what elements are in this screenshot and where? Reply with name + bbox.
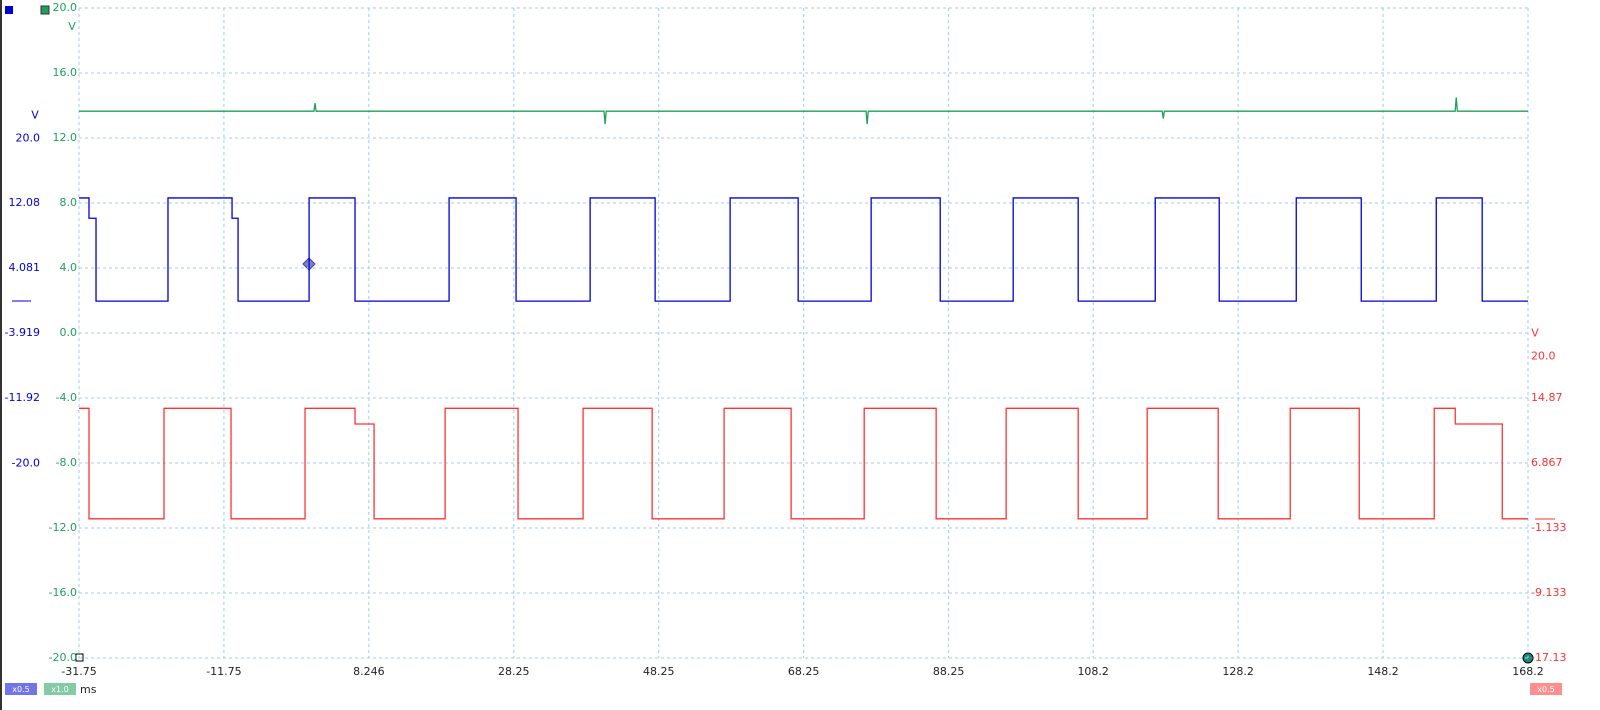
unit-label: V [1531,326,1539,339]
trace-line [79,97,1528,125]
y-tick-label: 12.0 [53,131,78,144]
channel-marker-blue[interactable] [5,6,13,14]
x-tick-label: 148.2 [1367,665,1399,678]
y-tick-label: 6.867 [1531,456,1563,469]
y-tick-label: 12.08 [9,196,41,209]
y-tick-label: -3.919 [5,326,40,339]
x-tick-label: -11.75 [206,665,241,678]
traces [79,97,1528,520]
trace-line [79,197,1528,302]
scale-badge[interactable] [1530,683,1562,695]
x-tick-label: 48.25 [643,665,675,678]
channel-marker-green[interactable] [40,5,50,15]
unit-label: V [68,20,76,33]
scale-label: x0.5 [1537,685,1554,694]
unit-label: V [31,109,39,122]
y-tick-label: 0.0 [60,326,78,339]
x-tick-label: 168.2 [1512,665,1544,678]
x-tick-label: 128.2 [1222,665,1254,678]
trace-line [79,407,1528,520]
y-tick-label: -20.0 [49,651,77,664]
x-tick-label: 108.2 [1077,665,1109,678]
y-tick-label: -12.0 [49,521,77,534]
x-tick-label: 28.25 [498,665,530,678]
scale-badge[interactable] [44,683,76,695]
y-tick-label: -16.0 [49,586,77,599]
grid [78,7,1529,659]
y-tick-label: 4.081 [9,261,41,274]
scale-label: x1.0 [51,685,68,694]
x-tick-label: 68.25 [788,665,820,678]
y-tick-label: -9.133 [1531,586,1566,599]
x-tick-label: 88.25 [933,665,965,678]
x-tick-label: 8.246 [353,665,385,678]
scale-badge[interactable] [5,683,37,695]
y-tick-label: 8.0 [60,196,78,209]
y-tick-label: -11.92 [5,391,40,404]
y-tick-label: 20.0 [1531,349,1556,362]
y-tick-label: -8.0 [56,456,77,469]
y-tick-label: 4.0 [60,261,78,274]
y-tick-label: -20.0 [12,457,40,470]
y-tick-label: 14.87 [1531,391,1563,404]
scale-label: x0.5 [12,685,29,694]
y-tick-label: 20.0 [53,1,78,14]
y-tick-label: -17.13 [1531,651,1566,664]
x-axis-unit: ms [80,683,97,696]
y-tick-label: 20.0 [16,132,41,145]
x-tick-label: -31.75 [61,665,96,678]
y-tick-label: -4.0 [56,391,77,404]
labels: -31.75 -11.75 8.246 28.25 48.25 68.25 88.25 108… [5,1,1567,696]
y-tick-label: 16.0 [53,66,78,79]
y-tick-label: -1.133 [1531,521,1566,534]
